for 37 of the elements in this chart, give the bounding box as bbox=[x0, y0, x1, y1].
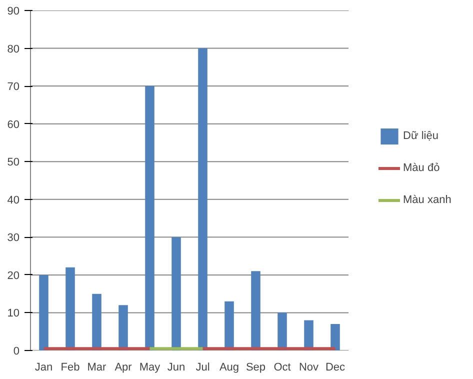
y-tick-label: 10 bbox=[7, 308, 20, 320]
y-tick-label: 30 bbox=[7, 232, 20, 244]
x-tick-label: Apr bbox=[114, 362, 132, 374]
y-tick-label: 80 bbox=[7, 43, 20, 56]
bar bbox=[304, 320, 314, 350]
legend-label: Dữ liệu bbox=[403, 130, 438, 142]
x-tick-label: Oct bbox=[274, 362, 291, 374]
y-tick-label: 0 bbox=[13, 346, 20, 358]
bar bbox=[224, 301, 234, 350]
x-tick-label: Jul bbox=[196, 362, 210, 374]
y-tick-label: 70 bbox=[7, 81, 20, 94]
x-tick-label: Jan bbox=[34, 362, 53, 374]
y-tick-label: 20 bbox=[7, 270, 20, 282]
bar bbox=[66, 267, 75, 350]
bar bbox=[118, 305, 128, 350]
x-tick-label: Nov bbox=[298, 362, 320, 374]
x-tick-label: Jun bbox=[167, 362, 186, 374]
y-tick-label: 90 bbox=[7, 6, 20, 18]
y-tick-label: 50 bbox=[7, 156, 20, 169]
y-tick-label: 40 bbox=[7, 194, 20, 206]
bar bbox=[39, 274, 48, 350]
x-tick-label: Aug bbox=[219, 362, 240, 374]
y-tick-label: 60 bbox=[7, 118, 20, 131]
x-tick-label: Sep bbox=[246, 362, 266, 374]
x-tick-label: May bbox=[139, 362, 161, 374]
bar bbox=[251, 271, 260, 350]
bar bbox=[278, 312, 287, 350]
bar bbox=[92, 294, 102, 350]
legend-label: Màu xanh bbox=[403, 194, 452, 206]
bar bbox=[172, 237, 181, 350]
x-tick-label: Dec bbox=[325, 362, 346, 374]
bar bbox=[145, 86, 154, 350]
legend-label: Màu đỏ bbox=[403, 162, 440, 174]
x-tick-label: Feb bbox=[60, 362, 80, 374]
x-tick-label: Mar bbox=[87, 362, 107, 374]
bar bbox=[198, 48, 208, 350]
bar bbox=[330, 324, 340, 350]
